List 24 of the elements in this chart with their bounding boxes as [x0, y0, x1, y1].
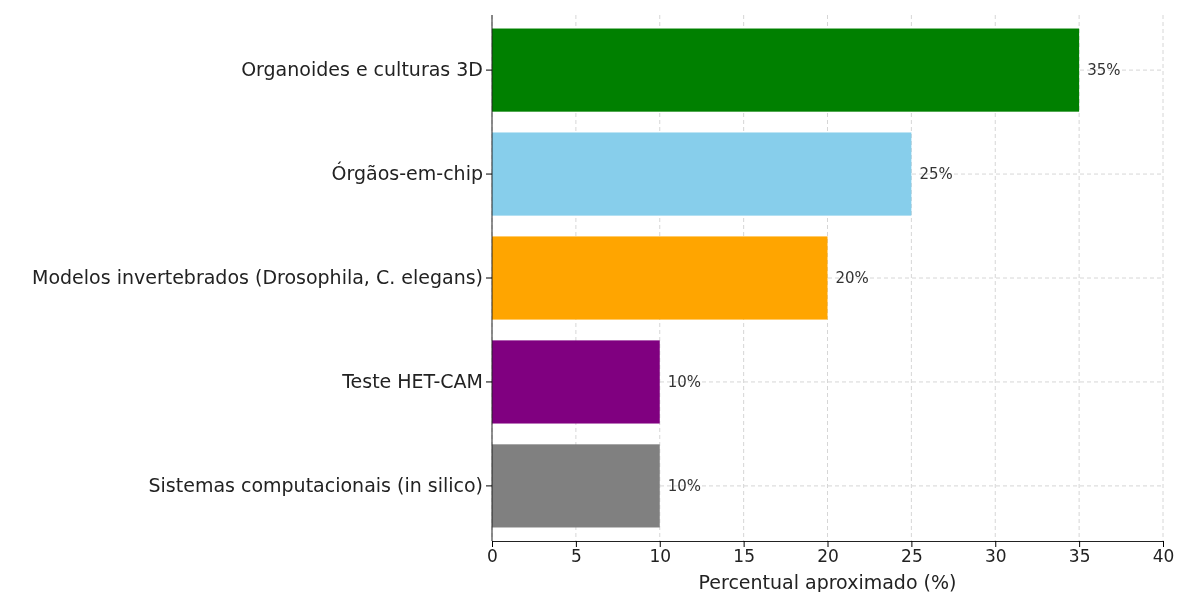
x-tick-label: 30	[984, 546, 1007, 567]
bar	[492, 132, 912, 216]
x-tick-label: 5	[570, 546, 582, 567]
data-label: 35%	[1087, 61, 1121, 80]
data-label: 20%	[835, 269, 869, 288]
x-tick-label: 25	[901, 546, 923, 567]
y-tick-label: Sistemas computacionais (in silico)	[148, 473, 483, 496]
x-tick-label: 35	[1068, 546, 1091, 567]
x-tick-label: 10	[649, 546, 672, 567]
x-tick-label: 15	[733, 546, 755, 567]
bar	[492, 444, 660, 528]
data-label: 25%	[919, 165, 953, 184]
y-tick-label: Organoides e culturas 3D	[241, 58, 483, 81]
data-label: 10%	[667, 477, 702, 496]
x-tick-label: 40	[1152, 546, 1175, 567]
bar	[492, 236, 828, 320]
y-tick-label: Modelos invertebrados (Drosophila, C. elegans)	[32, 266, 483, 289]
y-tick-label: Órgãos-em-chip	[331, 161, 483, 185]
bar	[492, 28, 1080, 112]
x-tick-label: 0	[487, 546, 498, 567]
y-tick-label: Teste HET-CAM	[341, 370, 483, 393]
data-label: 10%	[667, 373, 702, 392]
bar	[492, 340, 660, 424]
x-tick-label: 20	[817, 546, 839, 567]
